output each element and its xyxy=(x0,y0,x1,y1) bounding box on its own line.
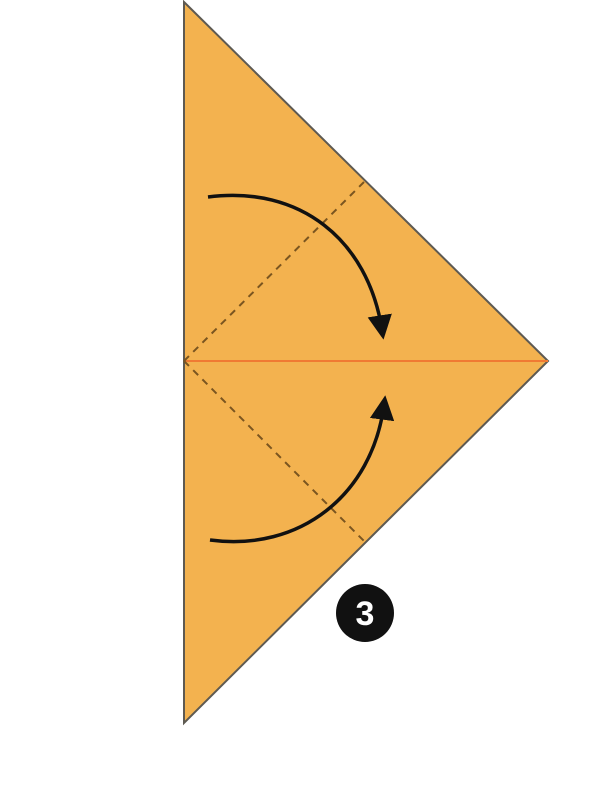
step-number-label: 3 xyxy=(356,595,375,633)
curved-arrow-up-icon xyxy=(209,395,395,544)
curved-arrow-down-icon xyxy=(207,193,392,340)
lower-fold-line xyxy=(183,360,365,542)
paper-triangle xyxy=(183,0,550,726)
step-number-badge: 3 xyxy=(336,584,394,642)
upper-fold-line xyxy=(183,181,365,362)
step-badge-circle xyxy=(336,584,394,642)
